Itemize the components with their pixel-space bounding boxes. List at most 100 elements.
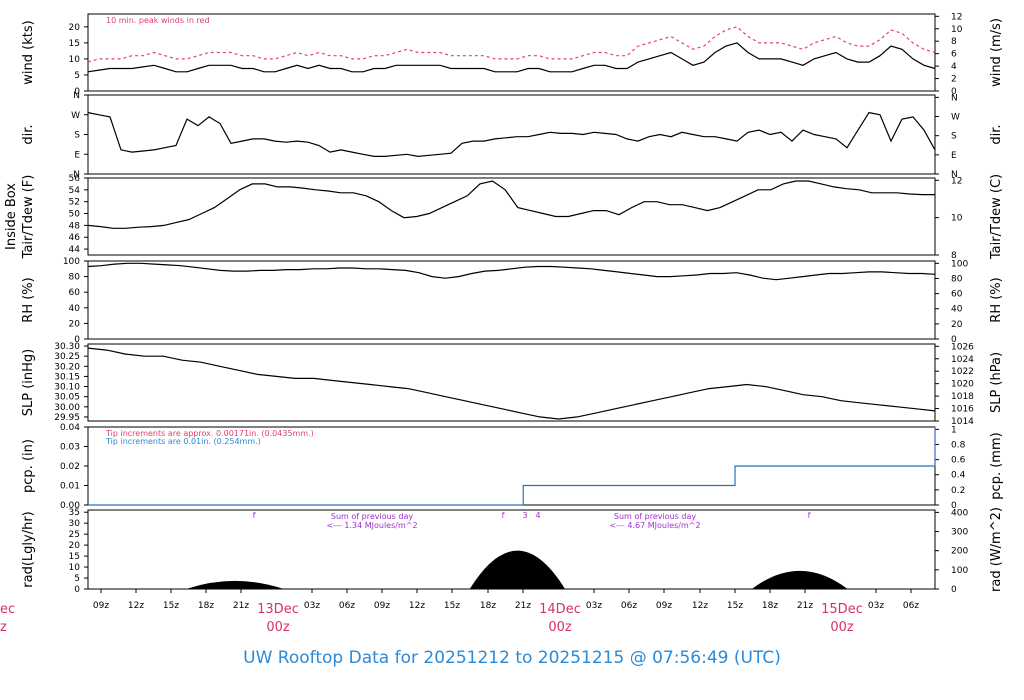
x-day-time: 00z [830,620,854,635]
ylabel-right: Tair/Tdew (C) [989,174,1004,260]
x-tick-label: 21z [233,601,249,611]
left-tick-label: 35 [69,508,80,518]
ylabel-right: rad (W/m^2) [989,507,1004,592]
left-tick-label: 10 [69,55,81,65]
left-tick-label: 30 [69,519,81,529]
rad-marker: 4 [535,511,540,520]
x-tick-label: 06z [903,601,919,611]
x-tick-label: 21z [515,601,531,611]
right-tick-label: W [951,113,960,123]
left-tick-label: 29.95 [54,413,80,423]
left-tick-label: 15 [69,39,80,49]
radiation-day-0 [187,580,283,590]
left-tick-label: 10 [69,563,81,573]
left-tick-label: 0.02 [60,462,80,472]
left-tick-label: N [73,170,80,180]
right-tick-label: 20 [951,320,963,330]
right-tick-label: 1014 [951,417,974,427]
radiation-day-2 [751,570,849,590]
left-tick-label: 60 [69,288,81,298]
rad-marker: f [253,511,256,520]
left-tick-label: 40 [69,304,81,314]
sum-line1: Sum of previous day [614,512,696,521]
x-tick-label: 18z [480,601,496,611]
right-tick-label: N [951,93,958,103]
right-tick-label: 0.8 [951,440,966,450]
series-Tair [87,180,935,229]
left-tick-label: 46 [69,233,81,243]
x-tick-label: 03z [868,601,884,611]
x-tick-label: 18z [198,601,214,611]
right-tick-label: 1022 [951,367,974,377]
x-tick-label: 06z [621,601,637,611]
right-tick-label: 1020 [951,380,974,390]
right-tick-label: N [951,170,958,180]
left-tick-label: 15 [69,552,80,562]
right-tick-label: 1024 [951,355,974,365]
x-day-label: 15Dec [821,602,863,617]
right-tick-label: 80 [951,274,963,284]
series-RH [87,262,936,281]
right-tick-label: 60 [951,290,963,300]
left-tick-label: 80 [69,273,81,283]
x-tick-label: 09z [93,601,109,611]
left-tick-label: 30.15 [54,372,80,382]
left-tick-label: 0 [74,335,80,345]
right-tick-label: 0 [951,501,957,511]
right-tick-label: 40 [951,305,963,315]
right-tick-label: 2 [951,75,957,85]
x-day-label-cut: ec [0,602,15,617]
left-tick-label: 30.20 [54,362,80,372]
left-tick-label: 0.00 [60,501,80,511]
panel-frame-wind [87,13,936,92]
x-day-label: 13Dec [257,602,299,617]
right-tick-label: 0.6 [951,456,966,466]
left-tick-label: 20 [69,23,81,33]
ylabel-left: wind (kts) [21,20,36,84]
left-tick-label: 5 [74,71,80,81]
x-tick-label: 12z [128,601,144,611]
right-tick-label: 400 [951,508,968,518]
left-tick-label: S [74,131,80,141]
series-wind [87,42,936,73]
panel-frame-rh [87,260,936,340]
right-tick-label: 1 [951,425,957,435]
ylabel-left: RH (%) [21,277,36,322]
ylabel-right: RH (%) [989,277,1004,322]
x-day-label: 14Dec [539,602,581,617]
left-tick-label: 50 [69,210,81,220]
series-peak [87,26,936,63]
x-tick-label: 15z [444,601,460,611]
left-tick-label: 30.10 [54,383,80,393]
left-tick-label: 44 [69,245,81,255]
right-tick-label: 1016 [951,405,974,415]
left-tick-label: 0.01 [60,482,80,492]
ylabel-right: wind (m/s) [989,18,1004,87]
panel-frame-dir [87,94,936,175]
sum-line2: <--- 4.67 MJoules/m^2 [609,521,700,530]
rad-marker: f [808,511,811,520]
left-tick-label: 25 [69,530,80,540]
x-tick-label: 03z [586,601,602,611]
x-tick-label: 09z [656,601,672,611]
wind-annotation: 10 min. peak winds in red [106,16,210,25]
ylabel-left-2: Inside Box [4,183,19,250]
right-tick-label: 4 [951,62,957,72]
x-tick-label: 06z [339,601,355,611]
left-tick-label: 52 [69,198,80,208]
right-tick-label: 0.4 [951,471,966,481]
left-tick-label: 30.05 [54,393,80,403]
right-tick-label: E [951,151,957,161]
pcp-annotation-1: Tip increments are approx. 0.00171in. (0… [105,429,314,438]
ylabel-left: dir. [21,124,36,144]
left-tick-label: 20 [69,541,81,551]
x-day-time: 00z [548,620,572,635]
right-tick-label: 1018 [951,392,974,402]
x-day-time: 00z [266,620,290,635]
right-tick-label: 300 [951,528,968,538]
ylabel-left: SLP (inHg) [21,349,36,417]
left-tick-label: N [73,91,80,101]
series-pcp [88,427,936,506]
right-tick-label: 0.2 [951,486,965,496]
